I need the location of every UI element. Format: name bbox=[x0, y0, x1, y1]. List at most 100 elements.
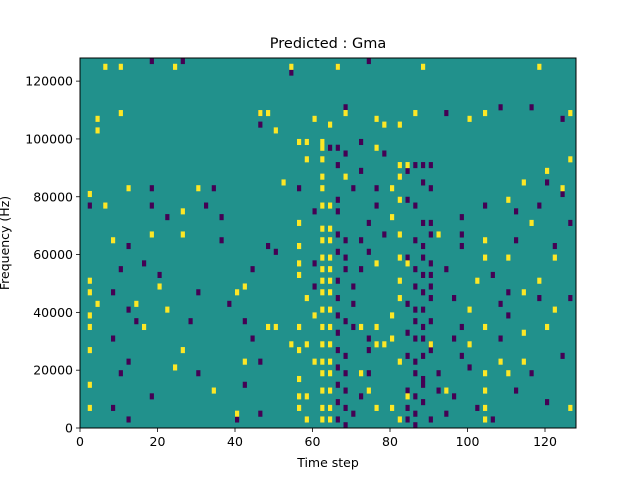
heatmap-cell-low bbox=[335, 399, 340, 406]
heatmap-cell-low bbox=[428, 231, 433, 238]
heatmap-cell-high bbox=[142, 323, 147, 331]
heatmap-cell-low bbox=[436, 387, 441, 394]
heatmap-cell-low bbox=[258, 121, 263, 128]
heatmap-cell-low bbox=[366, 58, 371, 65]
heatmap-cell-low bbox=[149, 185, 154, 192]
heatmap-cell-low bbox=[188, 318, 193, 325]
heatmap-cell-high bbox=[180, 231, 185, 238]
heatmap-cell-low bbox=[366, 219, 371, 226]
heatmap-cell-low bbox=[413, 162, 418, 169]
heatmap-cell-high bbox=[87, 347, 92, 354]
heatmap-cell-high bbox=[180, 347, 185, 354]
heatmap-cell-low bbox=[343, 237, 348, 244]
heatmap-cell-low bbox=[529, 104, 534, 111]
heatmap-cell-low bbox=[428, 162, 433, 169]
heatmap-cell-low bbox=[359, 167, 364, 174]
heatmap-cell-high bbox=[320, 306, 325, 313]
heatmap-cell-high bbox=[297, 393, 302, 400]
heatmap-cell-low bbox=[421, 219, 426, 226]
heatmap-cell-low bbox=[335, 144, 340, 151]
heatmap-cell-high bbox=[483, 404, 488, 411]
heatmap-cell-low bbox=[467, 364, 472, 371]
heatmap-cell-low bbox=[568, 295, 573, 302]
x-tick-label: 0 bbox=[76, 434, 84, 449]
heatmap-cell-high bbox=[242, 283, 247, 290]
heatmap-cell-high bbox=[328, 225, 333, 232]
heatmap-cell-high bbox=[397, 121, 402, 128]
heatmap-cell-low bbox=[405, 300, 410, 307]
heatmap-cell-high bbox=[103, 202, 108, 209]
heatmap-cell-low bbox=[552, 243, 557, 250]
heatmap-cell-low bbox=[258, 358, 263, 365]
heatmap-cell-high bbox=[328, 387, 333, 394]
heatmap-cell-high bbox=[397, 295, 402, 302]
heatmap-cell-high bbox=[397, 416, 402, 423]
heatmap-cell-low bbox=[180, 58, 185, 65]
heatmap-cell-low bbox=[366, 370, 371, 377]
heatmap-cell-high bbox=[390, 404, 395, 411]
heatmap-cell-high bbox=[173, 63, 178, 70]
heatmap-cell-high bbox=[273, 323, 278, 331]
heatmap-cell-high bbox=[320, 254, 325, 261]
heatmap-cell-low bbox=[560, 190, 565, 198]
heatmap-cell-low bbox=[483, 202, 488, 209]
heatmap-cell-high bbox=[397, 358, 402, 365]
heatmap-cell-high bbox=[320, 185, 325, 192]
heatmap-cell-low bbox=[428, 416, 433, 423]
heatmap-cell-high bbox=[483, 387, 488, 394]
heatmap-cell-low bbox=[436, 370, 441, 377]
heatmap-cell-high bbox=[328, 277, 333, 284]
heatmap-cell-high bbox=[320, 144, 325, 151]
heatmap-cell-low bbox=[459, 243, 464, 250]
heatmap-cell-low bbox=[273, 248, 278, 255]
heatmap-cell-low bbox=[343, 387, 348, 394]
heatmap-cell-high bbox=[421, 63, 426, 70]
heatmap-cell-low bbox=[219, 237, 224, 244]
heatmap-cell-high bbox=[467, 115, 472, 122]
heatmap-cell-high bbox=[328, 306, 333, 313]
heatmap-cell-low bbox=[452, 295, 457, 302]
x-tick-label: 100 bbox=[456, 434, 480, 449]
heatmap-cell-high bbox=[328, 289, 333, 296]
heatmap-cell-high bbox=[328, 323, 333, 331]
heatmap-cell-low bbox=[413, 410, 418, 417]
heatmap-cell-low bbox=[118, 266, 123, 273]
heatmap-cell-high bbox=[320, 323, 325, 331]
heatmap-cell-low bbox=[428, 318, 433, 325]
heatmap-cell-low bbox=[413, 237, 418, 244]
heatmap-cell-high bbox=[328, 202, 333, 209]
heatmap-cell-low bbox=[459, 323, 464, 331]
heatmap-cell-high bbox=[320, 225, 325, 232]
heatmap-cell-low bbox=[421, 352, 426, 359]
heatmap-cell-high bbox=[87, 289, 92, 296]
heatmap-cell-high bbox=[266, 323, 271, 331]
heatmap-cell-high bbox=[320, 202, 325, 209]
heatmap-cell-low bbox=[506, 312, 511, 319]
heatmap-cell-low bbox=[126, 416, 131, 423]
heatmap-cell-high bbox=[304, 393, 309, 400]
heatmap-cell-low bbox=[351, 283, 356, 290]
heatmap-cell-low bbox=[335, 208, 340, 215]
heatmap-cell-high bbox=[304, 295, 309, 302]
heatmap-cell-low bbox=[413, 370, 418, 377]
y-tick-label: 120000 bbox=[25, 74, 73, 89]
heatmap-cell-high bbox=[289, 63, 294, 70]
heatmap-cell-high bbox=[483, 323, 488, 331]
heatmap-cell-high bbox=[242, 358, 247, 365]
heatmap-cell-high bbox=[483, 416, 488, 423]
heatmap-cell-low bbox=[444, 110, 449, 117]
heatmap-cell-low bbox=[343, 404, 348, 411]
heatmap-cell-high bbox=[537, 277, 542, 284]
heatmap-cell-high bbox=[374, 323, 379, 331]
heatmap-cell-high bbox=[180, 208, 185, 215]
heatmap-cell-low bbox=[335, 364, 340, 371]
heatmap-cell-low bbox=[413, 358, 418, 365]
y-tick-label: 60000 bbox=[33, 247, 73, 262]
heatmap-cell-low bbox=[498, 104, 503, 111]
heatmap-cell-high bbox=[320, 387, 325, 394]
heatmap-cell-low bbox=[421, 375, 426, 383]
heatmap-cell-high bbox=[467, 341, 472, 348]
heatmap-cell-low bbox=[335, 329, 340, 336]
heatmap-cell-low bbox=[421, 381, 426, 388]
